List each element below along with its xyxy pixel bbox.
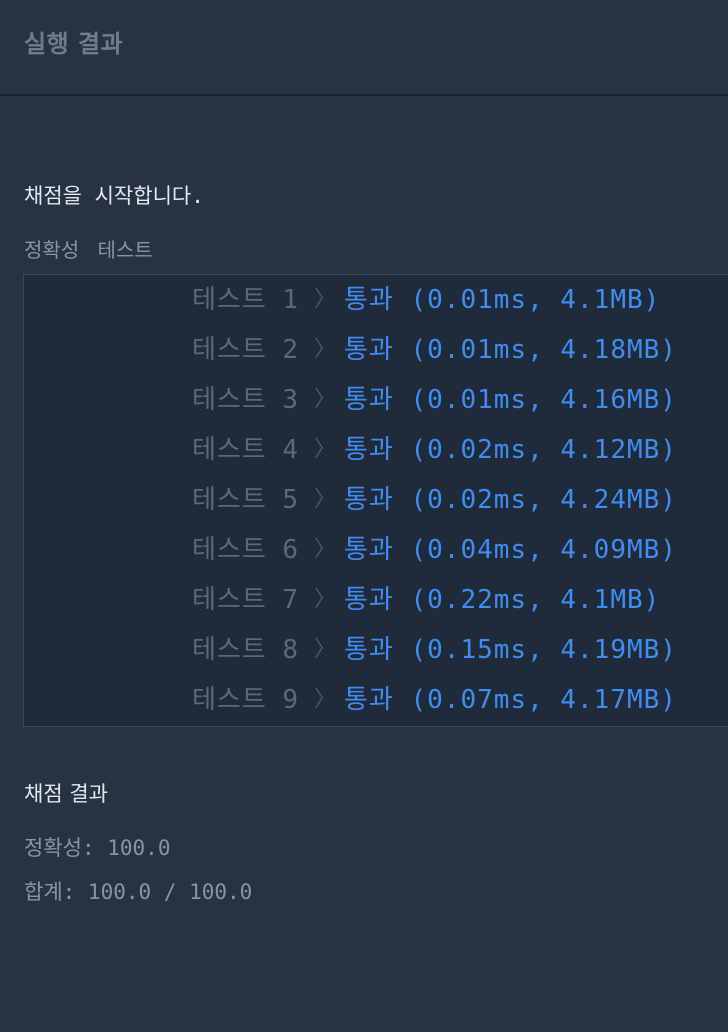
- test-label: 테스트: [192, 485, 267, 515]
- test-number: 2: [282, 335, 298, 365]
- accuracy-score: 정확성: 100.0: [24, 836, 171, 860]
- test-result: 통과 (0.15ms, 4.19MB): [344, 635, 677, 665]
- test-row: 테스트 2 〉 통과 (0.01ms, 4.18MB): [24, 325, 728, 375]
- test-row: 테스트 3 〉 통과 (0.01ms, 4.16MB): [24, 375, 728, 425]
- chevron-right-icon: 〉: [314, 537, 337, 562]
- test-result: 통과 (0.07ms, 4.17MB): [344, 685, 677, 715]
- test-row: 테스트 4 〉 통과 (0.02ms, 4.12MB): [24, 425, 728, 475]
- total-score: 합계: 100.0 / 100.0: [24, 880, 253, 904]
- chevron-right-icon: 〉: [314, 437, 337, 462]
- test-number: 3: [282, 385, 298, 415]
- test-label: 테스트: [192, 685, 267, 715]
- grading-start-message: 채점을 시작합니다.: [24, 184, 204, 208]
- test-result: 통과 (0.04ms, 4.09MB): [344, 535, 677, 565]
- chevron-right-icon: 〉: [314, 587, 337, 612]
- test-number: 6: [282, 535, 298, 565]
- test-label: 테스트: [192, 585, 267, 615]
- chevron-right-icon: 〉: [314, 637, 337, 662]
- test-result: 통과 (0.01ms, 4.18MB): [344, 335, 677, 365]
- test-row: 테스트 8 〉 통과 (0.15ms, 4.19MB): [24, 625, 728, 675]
- chevron-right-icon: 〉: [314, 687, 337, 712]
- test-results-panel: 테스트 1 〉 통과 (0.01ms, 4.1MB) 테스트 2 〉 통과 (0…: [23, 274, 728, 727]
- test-result: 통과 (0.02ms, 4.12MB): [344, 435, 677, 465]
- test-row: 테스트 7 〉 통과 (0.22ms, 4.1MB): [24, 575, 728, 625]
- chevron-right-icon: 〉: [314, 487, 337, 512]
- test-label: 테스트: [192, 285, 267, 315]
- test-number: 5: [282, 485, 298, 515]
- test-row: 테스트 6 〉 통과 (0.04ms, 4.09MB): [24, 525, 728, 575]
- test-number: 4: [282, 435, 298, 465]
- test-row: 테스트 9 〉 통과 (0.07ms, 4.17MB): [24, 675, 728, 725]
- test-number: 9: [282, 685, 298, 715]
- test-label: 테스트: [192, 635, 267, 665]
- chevron-right-icon: 〉: [314, 287, 337, 312]
- test-number: 8: [282, 635, 298, 665]
- test-label: 테스트: [192, 385, 267, 415]
- chevron-right-icon: 〉: [314, 387, 337, 412]
- test-result: 통과 (0.22ms, 4.1MB): [344, 585, 661, 615]
- result-header: 실행 결과: [0, 0, 728, 96]
- test-result: 통과 (0.01ms, 4.1MB): [344, 285, 661, 315]
- test-label: 테스트: [192, 435, 267, 465]
- grading-result-title: 채점 결과: [24, 782, 108, 806]
- test-row: 테스트 5 〉 통과 (0.02ms, 4.24MB): [24, 475, 728, 525]
- test-number: 1: [282, 285, 298, 315]
- test-number: 7: [282, 585, 298, 615]
- chevron-right-icon: 〉: [314, 337, 337, 362]
- header-title: 실행 결과: [24, 30, 124, 58]
- test-result: 통과 (0.01ms, 4.16MB): [344, 385, 677, 415]
- test-label: 테스트: [192, 335, 267, 365]
- test-result: 통과 (0.02ms, 4.24MB): [344, 485, 677, 515]
- accuracy-test-label: 정확성 테스트: [24, 238, 153, 262]
- test-label: 테스트: [192, 535, 267, 565]
- test-row: 테스트 1 〉 통과 (0.01ms, 4.1MB): [24, 275, 728, 325]
